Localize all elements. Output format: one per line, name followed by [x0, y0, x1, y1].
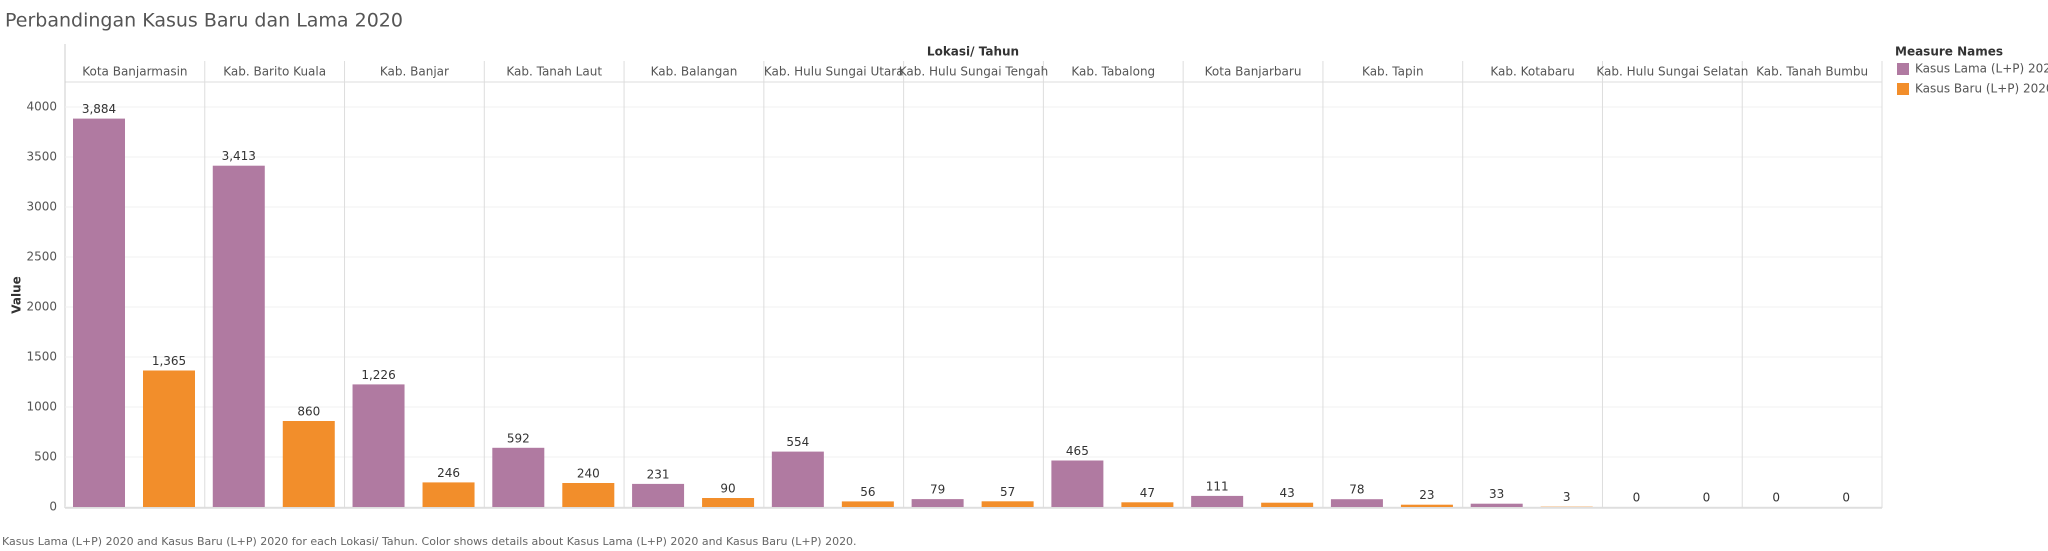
value-label: 554: [786, 435, 809, 449]
y-tick-label: 3000: [26, 200, 57, 214]
bar: [702, 498, 755, 507]
y-tick-label: 1000: [26, 400, 57, 414]
x-tick-label: Kab. Hulu Sungai Selatan: [1596, 65, 1748, 79]
x-tick-label: Kab. Tanah Bumbu: [1756, 65, 1868, 79]
x-tick-label: Kab. Banjar: [380, 65, 449, 79]
value-label: 0: [1772, 491, 1780, 505]
value-label: 23: [1419, 488, 1434, 502]
y-axis-label: Value: [10, 276, 24, 314]
bar: [1470, 503, 1523, 507]
bar: [282, 421, 335, 507]
bar: [911, 499, 964, 507]
chart-title: Perbandingan Kasus Baru dan Lama 2020: [5, 10, 403, 32]
value-label: 43: [1280, 486, 1295, 500]
value-label: 0: [1842, 491, 1850, 505]
legend-label: Kasus Baru (L+P) 2020: [1915, 82, 2048, 96]
bar: [492, 447, 545, 507]
y-tick-label: 2500: [26, 250, 57, 264]
value-label: 860: [297, 405, 320, 419]
bar: [1330, 499, 1383, 507]
bar: [73, 118, 125, 507]
value-label: 57: [1000, 485, 1015, 499]
y-tick-label: 2000: [26, 300, 57, 314]
value-label: 90: [720, 482, 735, 496]
caption: Kasus Lama (L+P) 2020 and Kasus Baru (L+…: [2, 535, 857, 548]
x-tick-label: Kab. Hulu Sungai Utara: [764, 65, 904, 79]
x-tick-label: Kab. Balangan: [651, 65, 738, 79]
value-label: 240: [577, 467, 600, 481]
x-tick-label: Kab. Kotabaru: [1490, 65, 1574, 79]
value-label: 1,226: [361, 368, 395, 382]
x-tick-label: Kab. Tabalong: [1071, 65, 1155, 79]
value-label: 465: [1066, 444, 1089, 458]
value-label: 592: [507, 431, 530, 445]
y-tick-label: 500: [34, 450, 57, 464]
y-tick-label: 1500: [26, 350, 57, 364]
x-tick-label: Kab. Hulu Sungai Tengah: [899, 65, 1048, 79]
bar: [1051, 460, 1104, 507]
value-label: 246: [437, 466, 460, 480]
column-header: Lokasi/ Tahun: [927, 45, 1019, 59]
value-label: 1,365: [152, 354, 186, 368]
value-label: 231: [647, 467, 670, 481]
bar: [1261, 502, 1314, 507]
bar: [422, 482, 475, 507]
bar: [1400, 504, 1453, 507]
y-tick-label: 0: [49, 500, 57, 514]
bar: [841, 501, 894, 507]
value-label: 33: [1489, 487, 1504, 501]
x-tick-label: Kab. Barito Kuala: [223, 65, 326, 79]
bar: [352, 384, 405, 507]
y-tick-label: 3500: [26, 150, 57, 164]
value-label: 56: [860, 485, 875, 499]
bar: [1191, 495, 1244, 507]
legend-label: Kasus Lama (L+P) 2020: [1915, 62, 2048, 76]
value-label: 3: [1563, 490, 1571, 504]
value-label: 78: [1349, 483, 1364, 497]
value-label: 0: [1703, 491, 1711, 505]
legend-swatch: [1897, 83, 1909, 95]
bar: [1121, 502, 1174, 507]
value-label: 111: [1206, 479, 1229, 493]
value-label: 79: [930, 483, 945, 497]
x-tick-label: Kota Banjarbaru: [1205, 65, 1302, 79]
legend-swatch: [1897, 63, 1909, 75]
bar: [143, 370, 195, 507]
bar: [771, 451, 824, 507]
value-label: 0: [1633, 491, 1641, 505]
y-tick-label: 4000: [26, 100, 57, 114]
bar: [981, 501, 1034, 507]
x-tick-label: Kab. Tapin: [1362, 65, 1424, 79]
x-tick-label: Kota Banjarmasin: [82, 65, 187, 79]
value-label: 3,413: [222, 149, 256, 163]
value-label: 47: [1140, 486, 1155, 500]
x-tick-label: Kab. Tanah Laut: [506, 65, 602, 79]
legend-title: Measure Names: [1895, 45, 2003, 59]
bar: [562, 483, 615, 507]
value-label: 3,884: [82, 102, 116, 116]
bar: [212, 165, 265, 507]
bar: [632, 483, 685, 507]
